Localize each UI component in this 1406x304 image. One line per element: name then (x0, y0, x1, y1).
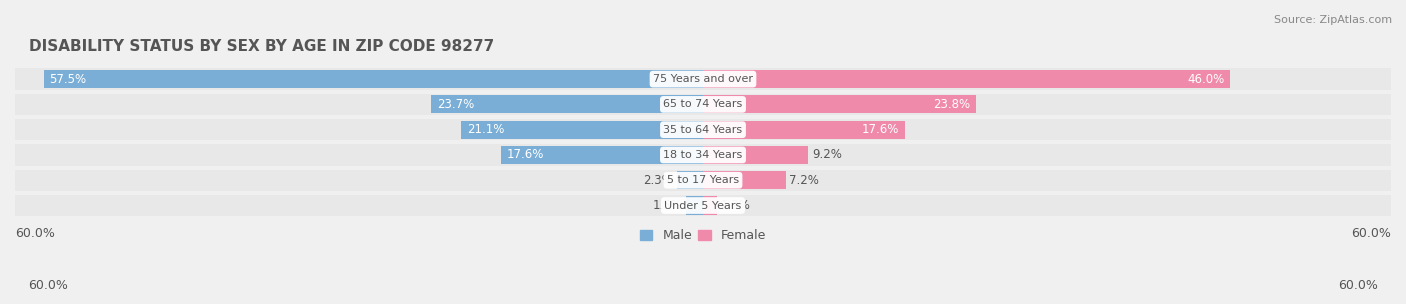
Bar (703, 70, 1230, 88)
Text: 60.0%: 60.0% (28, 279, 67, 292)
Text: 18 to 34 Years: 18 to 34 Years (664, 150, 742, 160)
Bar (703, 195, 1391, 216)
Text: DISABILITY STATUS BY SEX BY AGE IN ZIP CODE 98277: DISABILITY STATUS BY SEX BY AGE IN ZIP C… (28, 39, 494, 54)
Text: 2.3%: 2.3% (644, 174, 673, 187)
Text: 60.0%: 60.0% (1351, 227, 1391, 240)
Bar (686, 196, 703, 215)
Bar (703, 68, 1391, 90)
Text: 5 to 17 Years: 5 to 17 Years (666, 175, 740, 185)
Text: 60.0%: 60.0% (1339, 279, 1378, 292)
Text: 60.0%: 60.0% (15, 227, 55, 240)
Bar (461, 121, 703, 139)
Text: 75 Years and over: 75 Years and over (652, 74, 754, 84)
Bar (703, 170, 1391, 191)
Text: 23.8%: 23.8% (934, 98, 970, 111)
Bar (703, 121, 905, 139)
Bar (501, 146, 703, 164)
Bar (703, 146, 808, 164)
Bar (15, 119, 703, 140)
Text: 35 to 64 Years: 35 to 64 Years (664, 125, 742, 135)
Text: Under 5 Years: Under 5 Years (665, 201, 741, 211)
Text: 23.7%: 23.7% (437, 98, 474, 111)
Text: 7.2%: 7.2% (789, 174, 818, 187)
Bar (15, 94, 703, 115)
Text: 57.5%: 57.5% (49, 73, 87, 86)
Bar (432, 95, 703, 113)
Bar (703, 95, 976, 113)
Bar (15, 68, 703, 90)
Text: 9.2%: 9.2% (811, 148, 842, 161)
Text: 1.5%: 1.5% (652, 199, 682, 212)
Bar (703, 196, 717, 215)
Bar (44, 70, 703, 88)
Bar (703, 119, 1391, 140)
Bar (703, 94, 1391, 115)
Bar (15, 144, 703, 166)
Text: 21.1%: 21.1% (467, 123, 505, 136)
Bar (15, 195, 703, 216)
Legend: Male, Female: Male, Female (636, 224, 770, 247)
Bar (15, 170, 703, 191)
Bar (703, 144, 1391, 166)
Text: 17.6%: 17.6% (862, 123, 898, 136)
Text: 1.2%: 1.2% (720, 199, 749, 212)
Text: 17.6%: 17.6% (508, 148, 544, 161)
Text: 46.0%: 46.0% (1188, 73, 1225, 86)
Bar (676, 171, 703, 189)
Text: Source: ZipAtlas.com: Source: ZipAtlas.com (1274, 15, 1392, 25)
Text: 65 to 74 Years: 65 to 74 Years (664, 99, 742, 109)
Bar (703, 171, 786, 189)
